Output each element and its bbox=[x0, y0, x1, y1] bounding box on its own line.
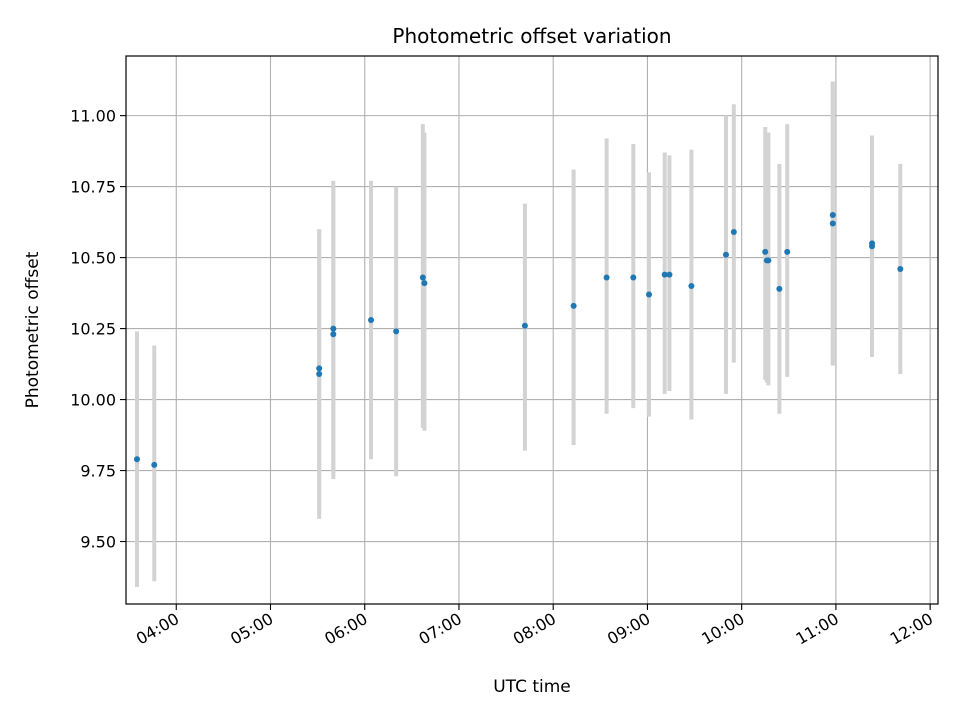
data-point bbox=[869, 240, 876, 247]
data-points bbox=[133, 212, 904, 468]
data-point bbox=[151, 461, 158, 468]
data-point bbox=[368, 317, 375, 324]
y-tick-label: 11.00 bbox=[70, 107, 116, 126]
data-point bbox=[897, 265, 904, 272]
chart-title: Photometric offset variation bbox=[392, 24, 671, 48]
data-point bbox=[421, 280, 428, 287]
data-point bbox=[646, 291, 653, 298]
data-point bbox=[730, 229, 737, 236]
data-point bbox=[762, 248, 769, 255]
data-point bbox=[330, 325, 337, 332]
data-point bbox=[521, 322, 528, 329]
y-tick-label: 9.75 bbox=[80, 462, 116, 481]
data-point bbox=[393, 328, 400, 335]
data-point bbox=[419, 274, 426, 281]
data-point bbox=[776, 285, 783, 292]
y-tick-label: 10.00 bbox=[70, 391, 116, 410]
y-tick-label: 9.50 bbox=[80, 533, 116, 552]
data-point bbox=[784, 248, 791, 255]
y-tick-label: 10.50 bbox=[70, 249, 116, 268]
x-axis-label: UTC time bbox=[493, 677, 571, 697]
data-point bbox=[688, 282, 695, 289]
y-tick-label: 10.75 bbox=[70, 178, 116, 197]
data-point bbox=[829, 212, 836, 219]
y-axis-label: Photometric offset bbox=[23, 251, 43, 408]
data-point bbox=[765, 257, 772, 264]
data-point bbox=[330, 331, 337, 338]
data-point bbox=[603, 274, 610, 281]
y-axis-ticks: 9.50 9.75 10.00 10.25 10.50 10.75 11.00 bbox=[70, 107, 126, 552]
data-point bbox=[722, 251, 729, 258]
data-point bbox=[630, 274, 637, 281]
data-point bbox=[316, 371, 323, 378]
data-point bbox=[661, 271, 668, 278]
y-tick-label: 10.25 bbox=[70, 320, 116, 339]
data-point bbox=[829, 220, 836, 227]
plot-frame bbox=[125, 55, 939, 605]
data-point bbox=[133, 456, 140, 463]
data-point bbox=[570, 302, 577, 309]
data-point bbox=[666, 271, 673, 278]
data-point bbox=[316, 365, 323, 372]
